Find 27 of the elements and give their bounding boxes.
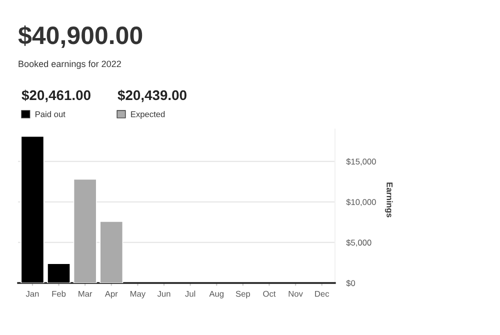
y-tick-label: $15,000 bbox=[346, 158, 376, 166]
x-tick-label: Dec bbox=[315, 290, 330, 297]
bar bbox=[73, 178, 97, 283]
bar bbox=[47, 263, 71, 283]
chart-subtitle: Booked earnings for 2022 bbox=[18, 60, 121, 69]
x-tick-label: Jun bbox=[157, 290, 170, 297]
x-tick-label: Jan bbox=[26, 290, 39, 297]
x-tick-label: Jul bbox=[185, 290, 196, 297]
y-tick-label: $10,000 bbox=[346, 198, 376, 206]
text: $20,439.00 bbox=[118, 90, 186, 102]
x-tick-label: Mar bbox=[78, 290, 92, 297]
x-tick-label: Apr bbox=[104, 290, 118, 298]
y-tick-label: $5,000 bbox=[346, 239, 372, 247]
bar bbox=[20, 136, 44, 283]
chart-title: $40,900.00 bbox=[18, 25, 142, 48]
legend-label: Expected bbox=[131, 111, 165, 119]
text: $20,461.00 bbox=[22, 90, 90, 102]
x-tick-label: Oct bbox=[263, 290, 276, 297]
x-tick-label: Nov bbox=[288, 290, 303, 297]
x-tick-label: Aug bbox=[209, 290, 224, 298]
y-tick-label: $0 bbox=[346, 280, 356, 287]
x-tick-label: May bbox=[130, 290, 146, 298]
x-tick-label: Sep bbox=[236, 290, 250, 298]
x-tick-label: Feb bbox=[52, 290, 66, 297]
legend-label: Paid out bbox=[36, 111, 66, 118]
y-axis-title: Earnings bbox=[384, 182, 393, 218]
bar bbox=[100, 220, 124, 283]
